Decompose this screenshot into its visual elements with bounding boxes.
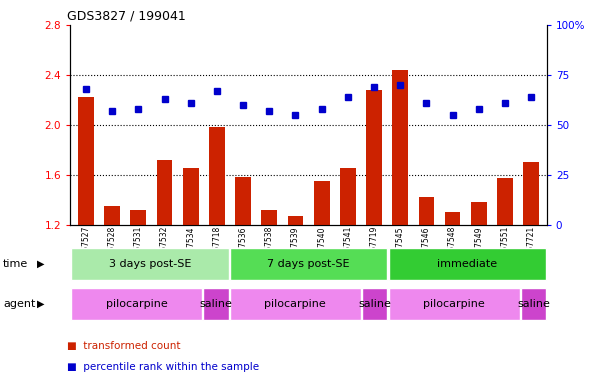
Bar: [314, 181, 329, 225]
Bar: [340, 169, 356, 225]
Text: 3 days post-SE: 3 days post-SE: [109, 259, 191, 269]
Bar: [288, 216, 303, 225]
Bar: [521, 288, 546, 320]
Text: time: time: [3, 259, 28, 269]
Bar: [392, 70, 408, 225]
Bar: [183, 169, 199, 225]
Text: 7 days post-SE: 7 days post-SE: [267, 259, 350, 269]
Bar: [230, 248, 387, 280]
Text: immediate: immediate: [437, 259, 497, 269]
Text: GDS3827 / 199041: GDS3827 / 199041: [67, 10, 186, 23]
Bar: [71, 288, 202, 320]
Bar: [262, 210, 277, 225]
Text: saline: saline: [517, 299, 550, 309]
Bar: [156, 160, 172, 225]
Text: pilocarpine: pilocarpine: [423, 299, 485, 309]
Text: pilocarpine: pilocarpine: [106, 299, 167, 309]
Bar: [78, 98, 94, 225]
Bar: [523, 162, 539, 225]
Bar: [497, 179, 513, 225]
Text: pilocarpine: pilocarpine: [265, 299, 326, 309]
Text: ■  transformed count: ■ transformed count: [67, 341, 181, 351]
Bar: [230, 288, 361, 320]
Bar: [362, 288, 387, 320]
Text: ▶: ▶: [37, 259, 44, 269]
Bar: [235, 177, 251, 225]
Bar: [366, 90, 382, 225]
Bar: [131, 210, 146, 225]
Bar: [209, 127, 225, 225]
Text: agent: agent: [3, 299, 35, 309]
Bar: [104, 206, 120, 225]
Text: ▶: ▶: [37, 299, 44, 309]
Bar: [389, 248, 546, 280]
Text: ■  percentile rank within the sample: ■ percentile rank within the sample: [67, 362, 259, 372]
Text: saline: saline: [358, 299, 391, 309]
Bar: [471, 202, 486, 225]
Text: saline: saline: [199, 299, 232, 309]
Bar: [203, 288, 229, 320]
Bar: [445, 212, 461, 225]
Bar: [71, 248, 229, 280]
Bar: [389, 288, 520, 320]
Bar: [419, 197, 434, 225]
